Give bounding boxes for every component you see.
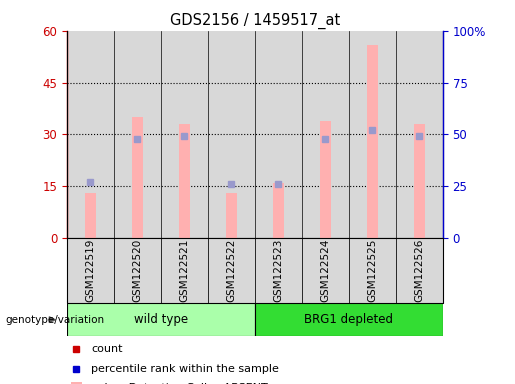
Bar (302, 238, 349, 303)
Text: wild type: wild type (134, 313, 188, 326)
Bar (71, 382, 82, 384)
Text: percentile rank within the sample: percentile rank within the sample (91, 364, 279, 374)
Text: count: count (91, 344, 123, 354)
Text: GSM122524: GSM122524 (320, 239, 331, 303)
Bar (414, 124, 425, 238)
Text: GSM122522: GSM122522 (227, 239, 236, 303)
Bar (67, 303, 255, 336)
Text: GSM122523: GSM122523 (273, 239, 283, 303)
Bar (131, 117, 143, 238)
Bar (84, 193, 96, 238)
Text: value, Detection Call = ABSENT: value, Detection Call = ABSENT (91, 383, 268, 384)
Text: GSM122525: GSM122525 (367, 239, 377, 303)
Bar (319, 121, 331, 238)
Text: GSM122526: GSM122526 (415, 239, 424, 303)
Bar (396, 31, 443, 238)
Bar (67, 31, 114, 238)
Bar (272, 183, 284, 238)
Bar (226, 193, 237, 238)
Bar (114, 238, 161, 303)
Bar (208, 238, 255, 303)
Bar (255, 303, 443, 336)
Bar (161, 31, 208, 238)
Bar (114, 31, 161, 238)
Bar (255, 31, 302, 238)
Text: GSM122520: GSM122520 (132, 239, 143, 302)
Bar (349, 238, 396, 303)
Bar (396, 238, 443, 303)
Text: GSM122521: GSM122521 (179, 239, 190, 303)
Bar (302, 31, 349, 238)
Text: GSM122519: GSM122519 (85, 239, 95, 303)
Text: genotype/variation: genotype/variation (5, 314, 104, 325)
Bar (208, 31, 255, 238)
Bar (67, 238, 114, 303)
Bar (367, 45, 379, 238)
Bar (161, 238, 208, 303)
Bar (349, 31, 396, 238)
Text: BRG1 depleted: BRG1 depleted (304, 313, 393, 326)
Bar (255, 238, 302, 303)
Bar (179, 124, 191, 238)
Title: GDS2156 / 1459517_at: GDS2156 / 1459517_at (170, 13, 340, 29)
